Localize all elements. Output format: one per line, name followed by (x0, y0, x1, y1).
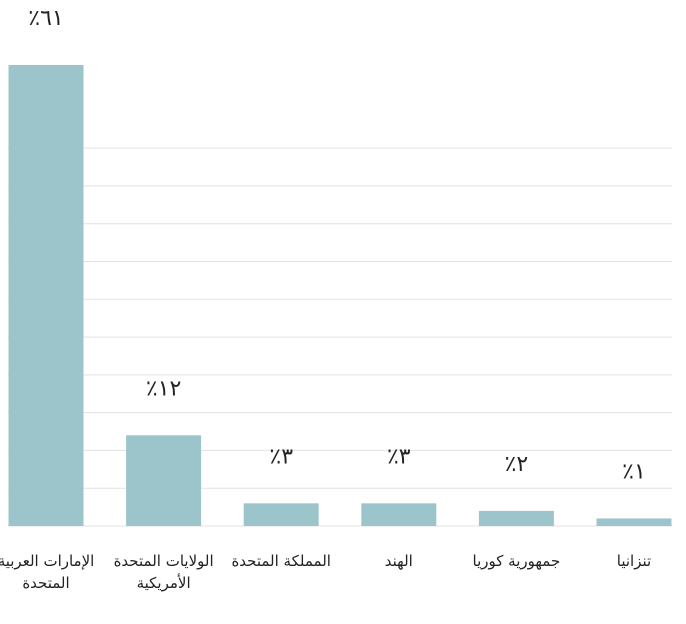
value-label: ٪٣ (387, 444, 411, 469)
bar (126, 435, 202, 526)
bar (361, 503, 437, 526)
x-tick-label: تنزانيا (616, 552, 652, 570)
bar (8, 65, 84, 526)
bar (478, 510, 554, 526)
x-tick-label: جمهورية كوريا (472, 552, 561, 570)
value-label: ٪١ (622, 459, 646, 484)
x-tick-label: الولايات المتحدة الأمريكية (113, 552, 214, 592)
bar (243, 503, 319, 526)
x-tick-label: المملكة المتحدة (231, 552, 331, 570)
x-tick-label: الإمارات العربية المتحدة (0, 552, 95, 592)
value-label: ٪١٢ (146, 376, 181, 401)
value-label: ٪٦١ (28, 6, 63, 31)
bar (596, 518, 672, 526)
value-label: ٪٣ (269, 444, 293, 469)
x-tick-label: الهند (384, 552, 413, 570)
value-label: ٪٢ (505, 452, 529, 477)
